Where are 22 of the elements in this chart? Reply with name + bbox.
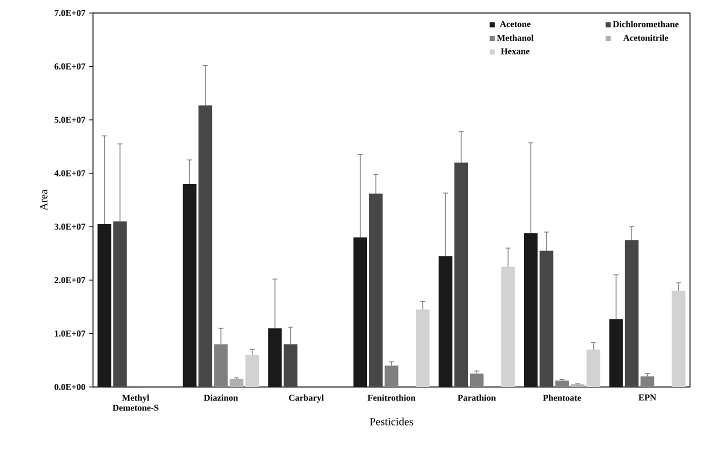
legend-label: Hexane xyxy=(500,48,530,54)
y-tick-label: 7.0E+07 xyxy=(54,10,86,16)
y-tick-label: 5.0E+07 xyxy=(54,116,86,123)
x-tick-label: Carbaryl xyxy=(288,394,324,403)
y-tick-label: 3.0E+07 xyxy=(54,224,86,230)
y-tick-label: 4.0E+07 xyxy=(54,170,86,176)
y-tick-label: 0.0E+00 xyxy=(54,384,86,390)
x-tick-label: Methyl Demetone-S xyxy=(112,394,158,411)
x-tick-label: Parathion xyxy=(458,394,496,401)
x-tick-label: Phentoate xyxy=(543,394,582,401)
y-tick-label: 2.0E+07 xyxy=(54,277,86,284)
x-tick-label: EPN xyxy=(638,394,656,400)
legend-label: Acetonitrile xyxy=(623,34,668,41)
x-tick-label: Diazinon xyxy=(204,394,238,401)
x-axis-title: Pesticides xyxy=(370,418,414,426)
legend-label: Methanol xyxy=(496,34,534,41)
x-tick-label: Fenitrothion xyxy=(368,394,416,401)
legend-label: Dichloromethane xyxy=(612,20,679,28)
y-tick-label: 1.0E+07 xyxy=(54,330,86,337)
y-axis-title: Area xyxy=(40,190,48,211)
y-tick-label: 6.0E+07 xyxy=(54,63,86,70)
legend-label: Acetone xyxy=(500,21,530,28)
